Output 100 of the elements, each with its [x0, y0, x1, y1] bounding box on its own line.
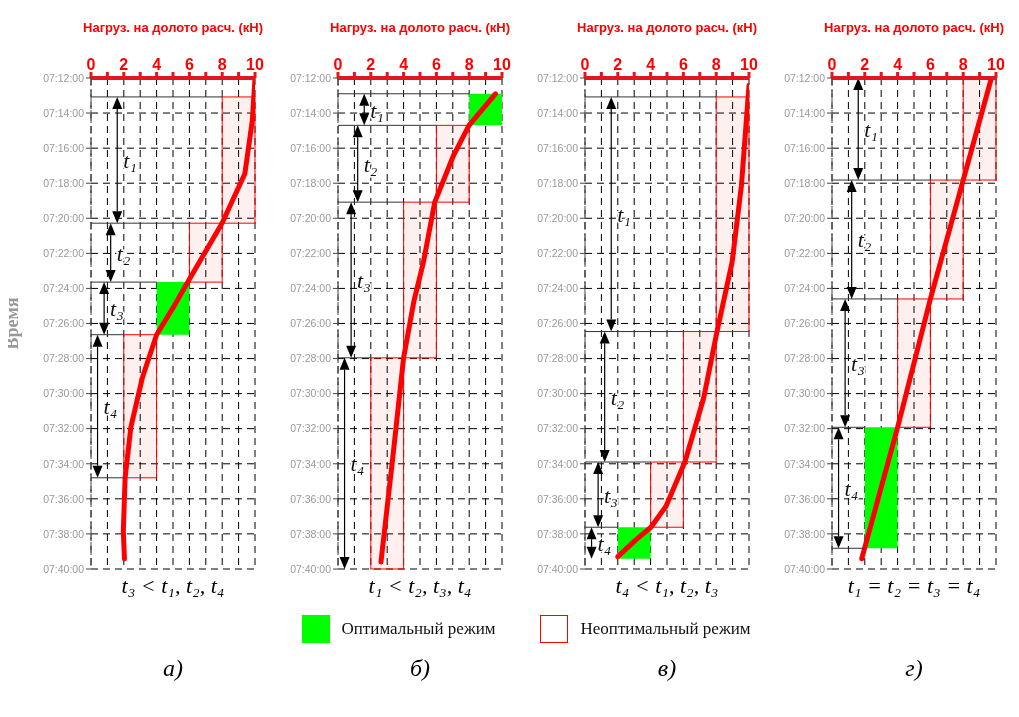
text: t₄ < t₁, t₂, t₃ [614, 573, 720, 600]
text: t₁ < t₂, t₃, t₄ [367, 573, 473, 600]
annotation: t₃ [604, 482, 618, 508]
text: t₁ = t₂ = t₃ = t₄ [846, 573, 982, 600]
y-tick-label: 07:20:00 [43, 211, 85, 224]
x-tick-label: 0 [333, 56, 343, 73]
annotation: t₄ [844, 475, 859, 501]
y-tick-label: 07:20:00 [290, 211, 332, 224]
x-tick-label: 6 [431, 56, 441, 73]
y-tick-label: 07:22:00 [537, 247, 579, 260]
y-tick-label: 07:36:00 [784, 492, 826, 505]
y-tick-label: 07:26:00 [290, 317, 332, 330]
y-tick-label: 07:24:00 [784, 282, 826, 295]
y-tick-label: 07:16:00 [537, 141, 579, 154]
text: г) [904, 655, 924, 682]
x-tick-label: 6 [925, 56, 935, 73]
x-tick-label: 6 [184, 56, 194, 73]
annotation: t₂ [363, 151, 378, 177]
annotation: t₄ [103, 394, 118, 420]
y-tick-label: 07:14:00 [290, 106, 332, 119]
y-tick-label: 07:24:00 [290, 282, 332, 295]
x-tick-label: 2 [366, 56, 376, 73]
y-tick-label: 07:16:00 [290, 141, 332, 154]
y-tick-label: 07:12:00 [290, 71, 332, 84]
x-tick-label: 0 [827, 56, 837, 73]
y-tick-label: 07:16:00 [784, 141, 826, 154]
x-tick-label: 6 [678, 56, 688, 73]
x-tick-label: 2 [119, 56, 129, 73]
y-tick-label: 07:14:00 [537, 106, 579, 119]
y-tick-label: 07:22:00 [43, 247, 85, 260]
x-tick-label: 10 [987, 56, 1005, 73]
y-tick-label: 07:24:00 [537, 282, 579, 295]
y-tick-label: 07:32:00 [290, 422, 332, 435]
y-tick-label: 07:30:00 [537, 387, 579, 400]
text: б) [408, 655, 432, 682]
x-tick-label: 4 [152, 56, 162, 73]
y-tick-label: 07:36:00 [537, 492, 579, 505]
y-tick-label: 07:28:00 [537, 352, 579, 365]
x-tick-label: 8 [217, 56, 227, 73]
annotation: t₃ [110, 296, 124, 322]
y-tick-label: 07:18:00 [537, 176, 579, 189]
y-tick-label: 07:28:00 [290, 352, 332, 365]
y-tick-label: 07:38:00 [537, 527, 579, 540]
y-tick-label: 07:34:00 [784, 457, 826, 470]
y-tick-label: 07:14:00 [43, 106, 85, 119]
y-tick-label: 07:20:00 [784, 211, 826, 224]
y-tick-label: 07:36:00 [290, 492, 332, 505]
y-tick-label: 07:32:00 [537, 422, 579, 435]
y-tick-label: 07:28:00 [784, 352, 826, 365]
y-tick-label: 07:30:00 [290, 387, 332, 400]
y-tick-label: 07:22:00 [290, 247, 332, 260]
y-tick-label: 07:12:00 [537, 71, 579, 84]
annotation: t₃ [357, 268, 371, 293]
y-tick-label: 07:26:00 [784, 317, 826, 330]
y-tick-label: 07:24:00 [43, 282, 85, 295]
y-tick-label: 07:40:00 [290, 562, 332, 575]
y-tick-label: 07:26:00 [43, 317, 85, 330]
legend-label: Оптимальный режим [341, 619, 496, 639]
y-tick-label: 07:12:00 [784, 71, 826, 84]
x-tick-label: 0 [86, 56, 96, 73]
x-tick-label: 8 [711, 56, 721, 73]
annotation: t₃ [851, 351, 865, 377]
x-tick-label: 10 [246, 56, 264, 73]
y-tick-label: 07:18:00 [290, 176, 332, 189]
y-tick-label: 07:38:00 [43, 527, 85, 540]
annotation: t₄ [597, 531, 612, 557]
x-tick-label: 8 [958, 56, 968, 73]
text: t₃ < t₁, t₂, t₄ [120, 573, 226, 600]
x-axis-title: Нагруз. на долото расч. (кН) [824, 20, 1004, 36]
y-tick-label: 07:16:00 [43, 141, 85, 154]
y-tick-label: 07:18:00 [43, 176, 85, 189]
y-tick-label: 07:38:00 [290, 527, 332, 540]
y-tick-label: 07:20:00 [537, 211, 579, 224]
y-tick-label: 07:22:00 [784, 247, 826, 260]
text: а) [162, 655, 184, 682]
text: в) [656, 655, 678, 682]
x-axis-title: Нагруз. на долото расч. (кН) [577, 20, 757, 36]
y-tick-label: 07:32:00 [784, 422, 826, 435]
y-tick-label: 07:40:00 [537, 562, 579, 575]
y-tick-label: 07:36:00 [43, 492, 85, 505]
x-tick-label: 2 [860, 56, 870, 73]
y-tick-label: 07:34:00 [290, 457, 332, 470]
y-tick-label: 07:14:00 [784, 106, 826, 119]
y-tick-label: 07:30:00 [784, 387, 826, 400]
x-tick-label: 0 [580, 56, 590, 73]
y-tick-label: 07:34:00 [537, 457, 579, 470]
y-tick-label: 07:40:00 [43, 562, 85, 575]
x-tick-label: 8 [464, 56, 474, 73]
annotation: t₁ [123, 148, 138, 174]
x-tick-label: 10 [740, 56, 758, 73]
y-tick-label: 07:30:00 [43, 387, 85, 400]
y-tick-label: 07:34:00 [43, 457, 85, 470]
y-tick-label: 07:40:00 [784, 562, 826, 575]
y-tick-label: 07:12:00 [43, 71, 85, 84]
x-tick-label: 2 [613, 56, 623, 73]
x-tick-label: 4 [646, 56, 656, 73]
y-tick-label: 07:28:00 [43, 352, 85, 365]
x-tick-label: 4 [893, 56, 903, 73]
x-tick-label: 4 [399, 56, 409, 73]
y-tick-label: 07:18:00 [784, 176, 826, 189]
